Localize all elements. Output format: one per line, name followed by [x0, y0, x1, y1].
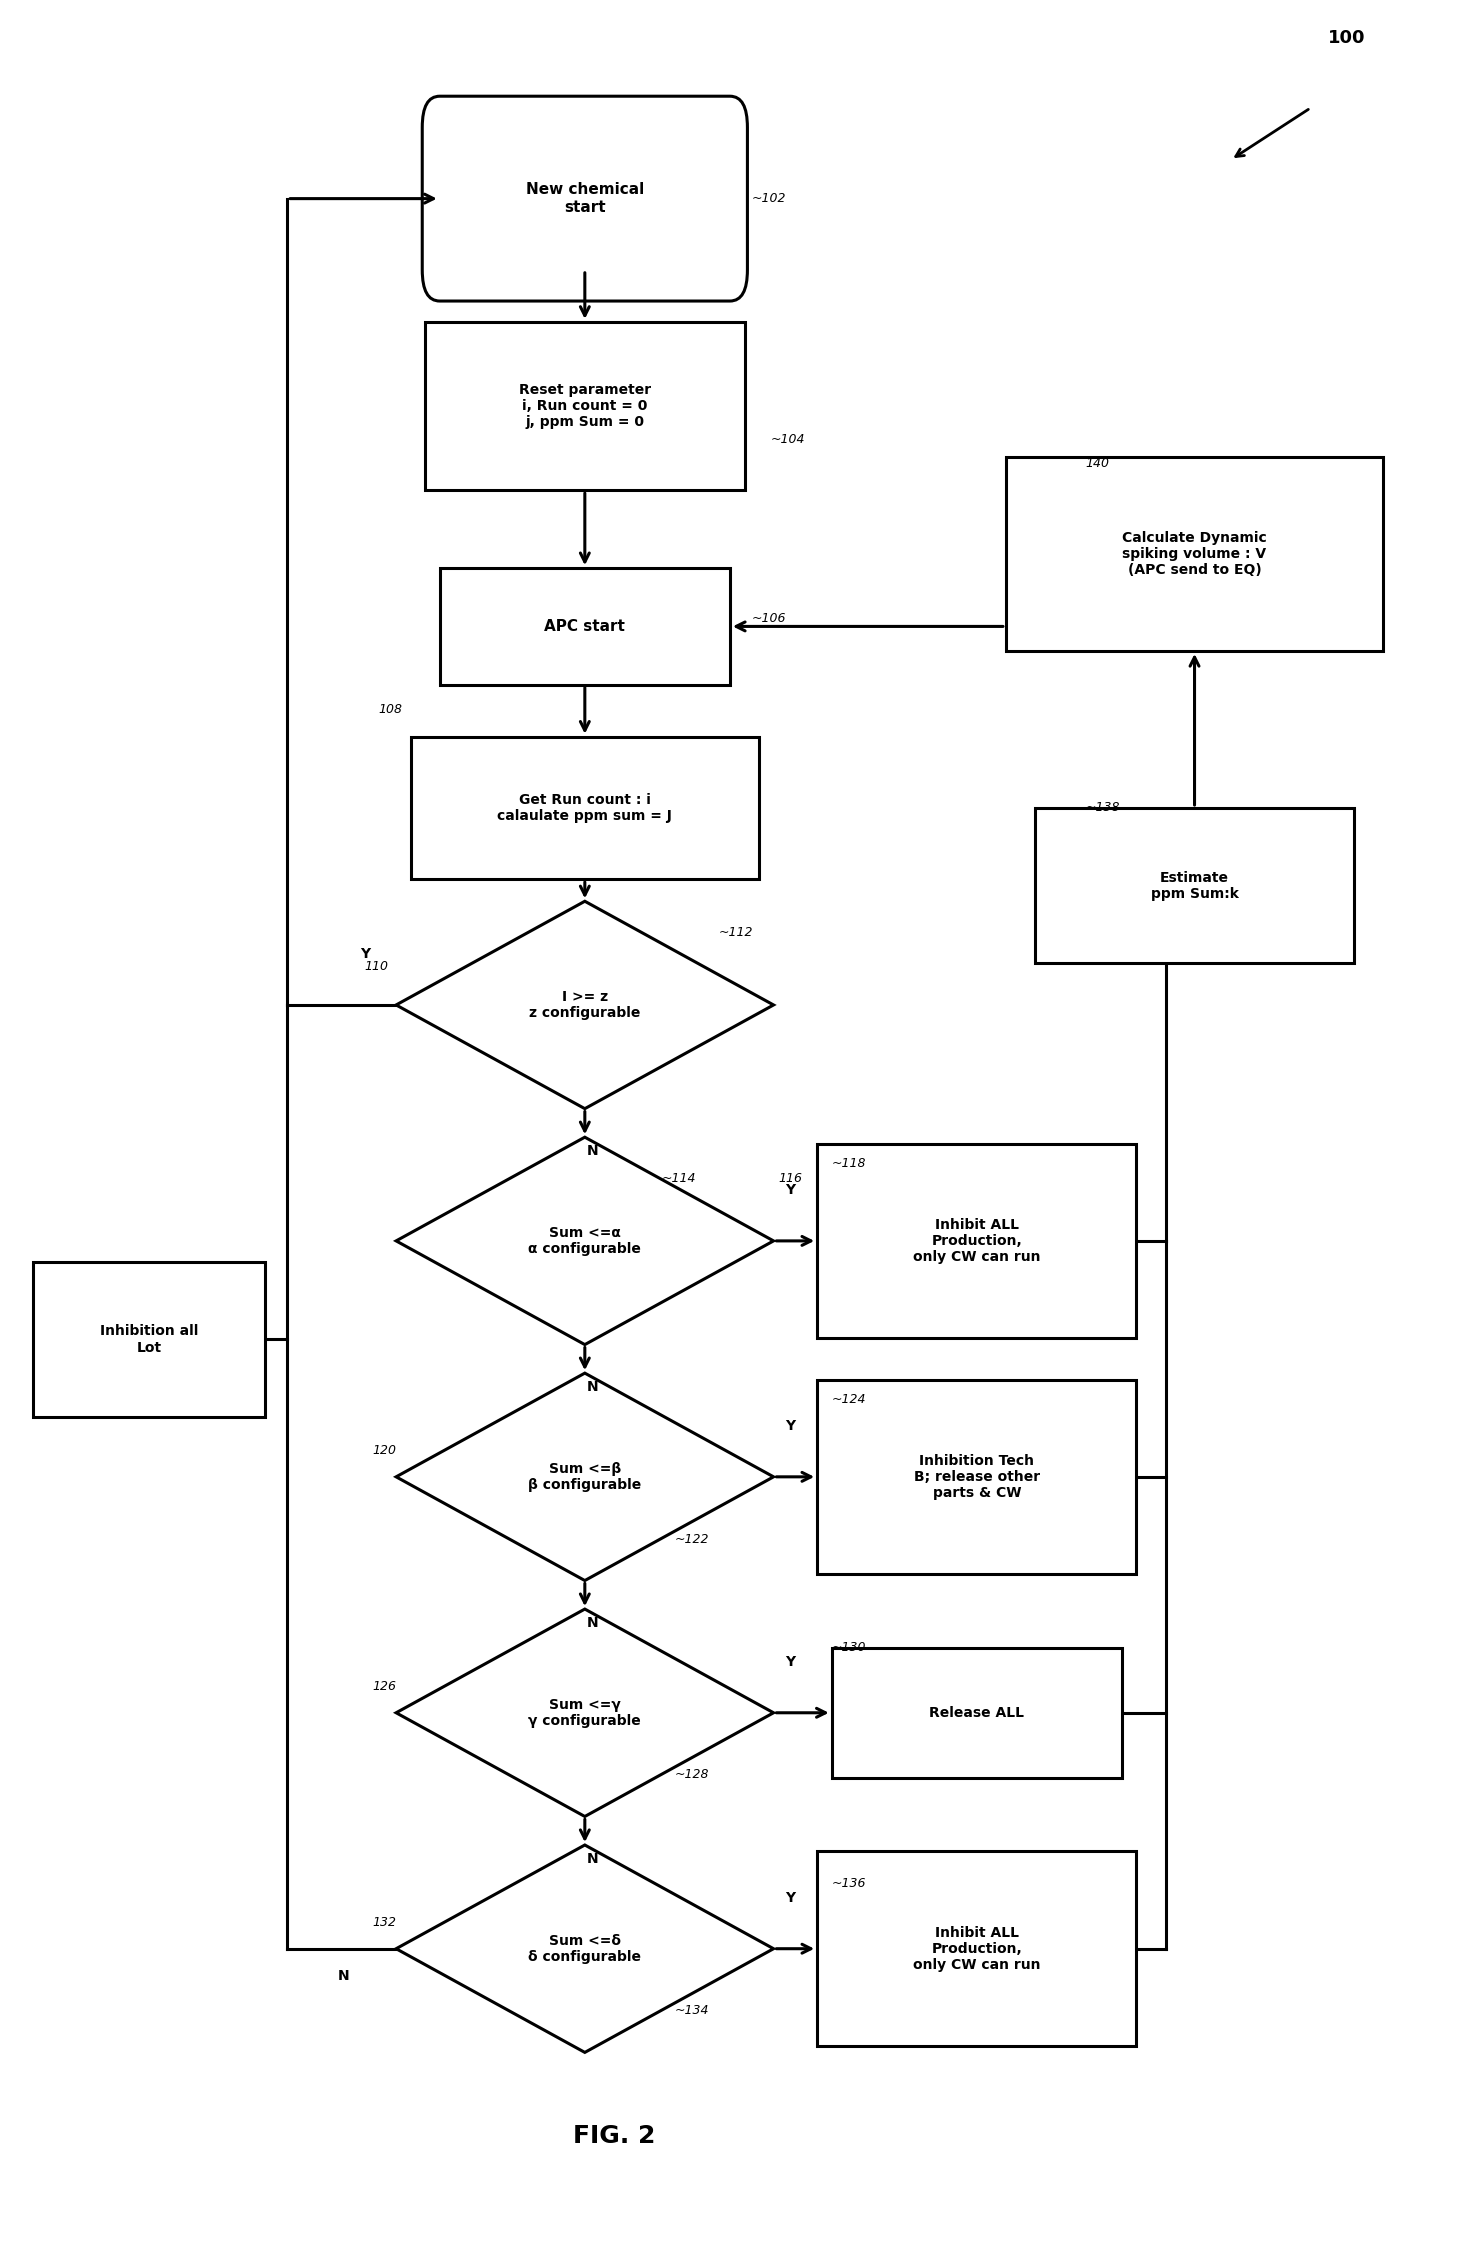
- Polygon shape: [396, 1610, 774, 1816]
- Bar: [818, 1852, 1136, 2047]
- Bar: [1006, 457, 1383, 652]
- Text: 100: 100: [1329, 29, 1365, 48]
- Text: Sum <=β
β configurable: Sum <=β β configurable: [529, 1463, 641, 1492]
- Text: Estimate
ppm Sum:k: Estimate ppm Sum:k: [1150, 872, 1238, 901]
- Text: 108: 108: [378, 702, 403, 715]
- Text: 110: 110: [364, 960, 388, 974]
- Polygon shape: [396, 1137, 774, 1345]
- Polygon shape: [396, 1845, 774, 2053]
- Text: ~136: ~136: [832, 1877, 866, 1890]
- Text: Sum <=γ
γ configurable: Sum <=γ γ configurable: [529, 1698, 641, 1727]
- Bar: [425, 321, 745, 491]
- Text: N: N: [339, 1970, 350, 1983]
- Text: Y: Y: [785, 1655, 796, 1669]
- Text: New chemical
start: New chemical start: [526, 183, 644, 215]
- FancyBboxPatch shape: [422, 95, 748, 301]
- Text: ~112: ~112: [718, 926, 753, 940]
- Text: 132: 132: [372, 1915, 397, 1929]
- Text: Inhibition all
Lot: Inhibition all Lot: [101, 1324, 199, 1354]
- Text: ~138: ~138: [1086, 801, 1120, 815]
- Text: FIG. 2: FIG. 2: [572, 2124, 656, 2149]
- Text: Y: Y: [785, 1890, 796, 1904]
- Text: Get Run count : i
calaulate ppm sum = J: Get Run count : i calaulate ppm sum = J: [498, 792, 672, 824]
- Text: N: N: [587, 1616, 599, 1630]
- Text: N: N: [587, 1852, 599, 1866]
- Text: ~130: ~130: [832, 1641, 866, 1655]
- Text: ~128: ~128: [675, 1768, 710, 1782]
- Text: Y: Y: [785, 1420, 796, 1433]
- Text: Sum <=α
α configurable: Sum <=α α configurable: [529, 1225, 641, 1257]
- Text: ~118: ~118: [832, 1157, 866, 1170]
- Text: Sum <=δ
δ configurable: Sum <=δ δ configurable: [529, 1933, 641, 1963]
- Text: ~102: ~102: [752, 192, 787, 206]
- Text: N: N: [587, 1143, 599, 1159]
- Polygon shape: [396, 1374, 774, 1580]
- Bar: [832, 1648, 1121, 1777]
- Text: ~122: ~122: [675, 1533, 710, 1546]
- Text: Inhibit ALL
Production,
only CW can run: Inhibit ALL Production, only CW can run: [912, 1924, 1041, 1972]
- Text: 140: 140: [1086, 457, 1110, 469]
- Text: APC start: APC start: [545, 618, 625, 634]
- Bar: [818, 1143, 1136, 1338]
- Text: I >= z
z configurable: I >= z z configurable: [529, 989, 641, 1021]
- Text: 120: 120: [372, 1444, 397, 1458]
- Bar: [34, 1261, 266, 1417]
- Text: Inhibition Tech
B; release other
parts & CW: Inhibition Tech B; release other parts &…: [914, 1453, 1040, 1501]
- Bar: [410, 736, 759, 878]
- Text: 116: 116: [778, 1173, 802, 1184]
- Text: Y: Y: [785, 1184, 796, 1198]
- Text: Reset parameter
i, Run count = 0
j, ppm Sum = 0: Reset parameter i, Run count = 0 j, ppm …: [518, 383, 651, 430]
- Text: N: N: [587, 1381, 599, 1395]
- Text: 126: 126: [372, 1680, 397, 1693]
- Text: ~114: ~114: [661, 1173, 696, 1184]
- Text: ~124: ~124: [832, 1392, 866, 1406]
- Bar: [439, 568, 730, 684]
- Polygon shape: [396, 901, 774, 1109]
- Text: ~104: ~104: [771, 432, 804, 446]
- Text: Y: Y: [359, 946, 369, 962]
- Bar: [1035, 808, 1355, 964]
- Text: ~134: ~134: [675, 2004, 710, 2017]
- Bar: [818, 1379, 1136, 1573]
- Text: Calculate Dynamic
spiking volume : V
(APC send to EQ): Calculate Dynamic spiking volume : V (AP…: [1123, 530, 1267, 577]
- Text: Inhibit ALL
Production,
only CW can run: Inhibit ALL Production, only CW can run: [912, 1218, 1041, 1263]
- Text: ~106: ~106: [752, 611, 787, 625]
- Text: Release ALL: Release ALL: [929, 1705, 1025, 1721]
